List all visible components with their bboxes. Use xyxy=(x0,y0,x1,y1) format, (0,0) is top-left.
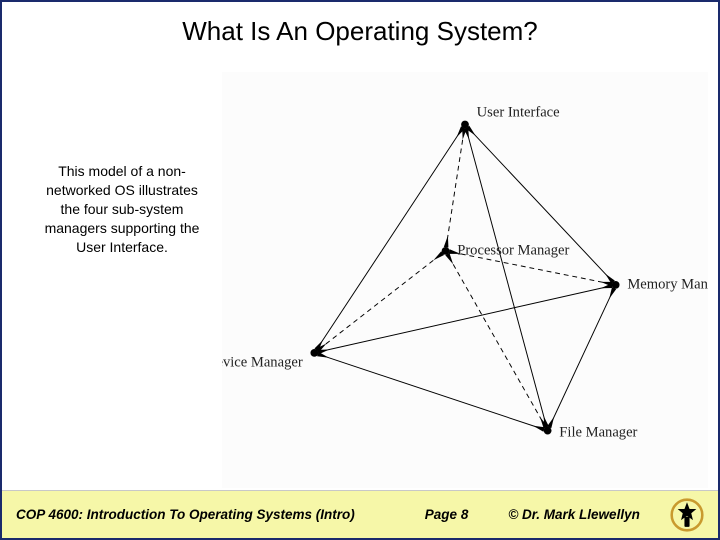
footer-course: COP 4600: Introduction To Operating Syst… xyxy=(16,507,355,522)
ucf-logo-icon xyxy=(670,498,704,532)
slide-title: What Is An Operating System? xyxy=(2,2,718,47)
footer-author: © Dr. Mark Llewellyn xyxy=(508,507,640,522)
footer-page: Page 8 xyxy=(425,507,469,522)
node-label-proc: Processor Manager xyxy=(457,243,569,259)
os-pyramid-diagram: User Interface Processor Manager Memory Ma… xyxy=(222,72,708,488)
node-label-dev: Device Manager xyxy=(222,355,303,371)
content-area: This model of a non-networked OS illustr… xyxy=(2,72,718,488)
side-description: This model of a non-networked OS illustr… xyxy=(2,72,222,488)
slide-footer: COP 4600: Introduction To Operating Syst… xyxy=(2,490,718,538)
slide: What Is An Operating System? This model … xyxy=(0,0,720,540)
node-label-file: File Manager xyxy=(559,424,637,440)
node-label-ui: User Interface xyxy=(477,105,560,121)
node-label-mem: Memory Manager xyxy=(627,277,708,293)
